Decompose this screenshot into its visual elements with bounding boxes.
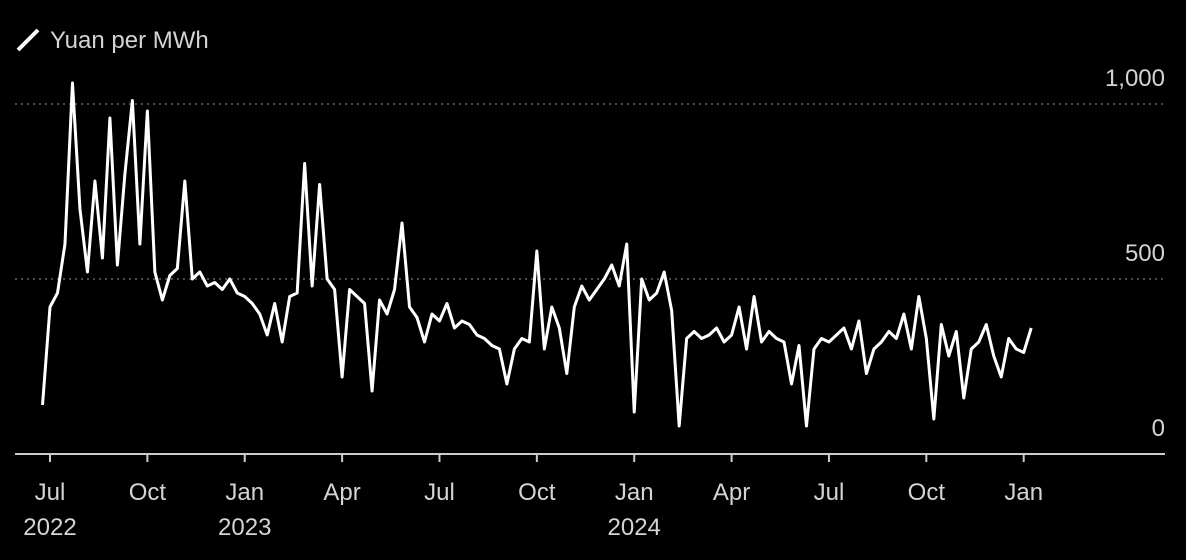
line-series xyxy=(41,81,1033,428)
x-tick-label: Apr xyxy=(323,479,360,506)
x-tick-label: Oct xyxy=(129,479,167,506)
x-tick-label: Jul xyxy=(424,479,455,506)
x-tick-label: Jan xyxy=(1004,479,1043,506)
x-tick-label: Jul xyxy=(814,479,845,506)
x-tick-label: Oct xyxy=(908,479,946,506)
legend-swatch xyxy=(16,28,40,52)
x-tick-label: Jul xyxy=(35,479,66,506)
x-year-label: 2023 xyxy=(218,514,271,541)
y-tick-label: 500 xyxy=(1125,240,1165,267)
legend-label: Yuan per MWh xyxy=(50,27,209,54)
x-tick-label: Oct xyxy=(518,479,556,506)
y-tick-label: 1,000 xyxy=(1105,65,1165,92)
x-year-label: 2022 xyxy=(23,514,76,541)
x-tick-label: Jan xyxy=(615,479,654,506)
x-tick-label: Jan xyxy=(225,479,264,506)
x-tick-label: Apr xyxy=(713,479,750,506)
x-year-label: 2024 xyxy=(608,514,661,541)
y-tick-label: 0 xyxy=(1152,415,1165,442)
